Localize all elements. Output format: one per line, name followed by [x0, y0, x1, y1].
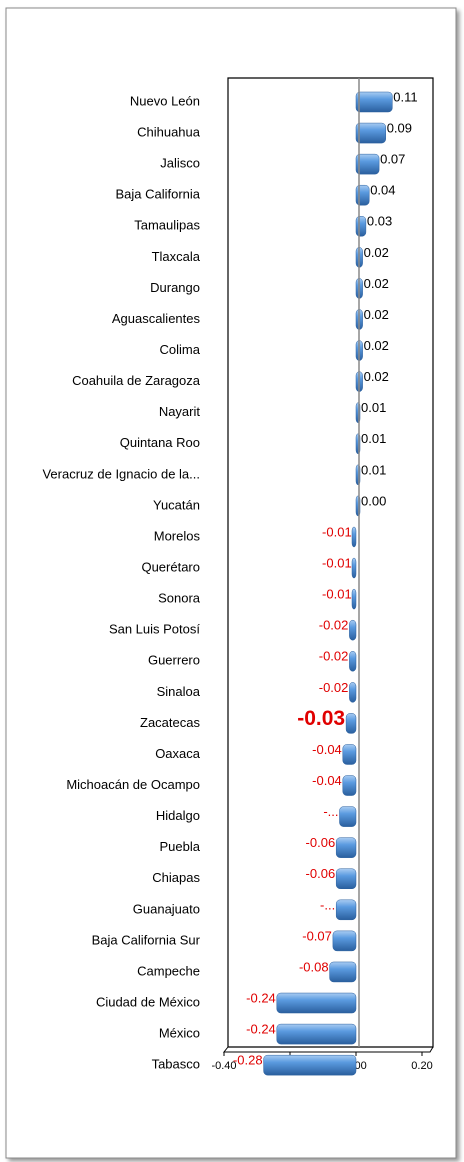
plot-box — [227, 77, 434, 1048]
bar — [342, 744, 357, 765]
bar — [335, 899, 357, 921]
category-label: Oaxaca — [155, 746, 201, 761]
value-label: -0.24 — [246, 990, 276, 1005]
x-tick-label: 0.20 — [411, 1060, 432, 1072]
value-label: -0.03 — [297, 707, 345, 730]
category-label: Hidalgo — [156, 808, 200, 823]
value-label: 0.02 — [364, 307, 389, 322]
category-label: Morelos — [154, 528, 201, 543]
value-label: 0.02 — [364, 245, 389, 260]
value-label: -0.02 — [319, 618, 349, 633]
bar — [355, 184, 370, 206]
bar — [349, 682, 357, 703]
bar — [355, 91, 393, 113]
bar — [276, 1023, 357, 1045]
bar — [263, 1054, 357, 1076]
category-label: Tamaulipas — [134, 218, 200, 233]
bar — [351, 557, 357, 579]
category-label: Quintana Roo — [120, 435, 200, 450]
value-label: -... — [323, 804, 338, 819]
plot-floor — [222, 1046, 434, 1053]
bar — [276, 992, 357, 1014]
value-label: -0.01 — [322, 587, 352, 602]
value-label: -0.24 — [246, 1022, 276, 1037]
value-label: 0.02 — [364, 338, 389, 353]
value-label: 0.11 — [393, 89, 417, 104]
value-label: -0.08 — [299, 959, 329, 974]
bar — [351, 588, 357, 610]
value-label: 0.07 — [380, 152, 405, 167]
value-label: 0.02 — [364, 369, 389, 384]
category-label: Durango — [150, 280, 200, 295]
value-label: -0.07 — [302, 928, 332, 943]
category-label: Puebla — [160, 839, 201, 854]
category-label: Tlaxcala — [152, 249, 201, 264]
value-label: -0.02 — [319, 680, 349, 695]
x-tick-label: -0.40 — [211, 1060, 236, 1072]
bar — [349, 619, 357, 641]
value-label: 0.04 — [370, 183, 395, 198]
bar — [335, 837, 357, 858]
category-label: Baja California Sur — [92, 932, 201, 947]
category-label: Querétaro — [141, 559, 200, 574]
value-label: -0.06 — [306, 866, 336, 881]
bar — [335, 868, 357, 889]
value-label: -0.01 — [322, 555, 352, 570]
value-label: 0.00 — [361, 493, 386, 508]
category-label: Coahuila de Zaragoza — [72, 373, 201, 388]
category-label: Michoacán de Ocampo — [66, 777, 200, 792]
category-label: México — [159, 1026, 200, 1041]
category-label: Yucatán — [153, 497, 200, 512]
value-label: -0.06 — [306, 835, 336, 850]
category-label: Aguascalientes — [112, 311, 201, 326]
bar — [332, 930, 357, 952]
category-label: San Luis Potosí — [109, 622, 200, 637]
category-label: Campeche — [137, 963, 200, 978]
category-label: Guerrero — [148, 653, 200, 668]
bar — [345, 713, 357, 734]
category-label: Jalisco — [160, 156, 200, 171]
category-label: Colima — [160, 342, 201, 357]
category-label: Sonora — [158, 591, 201, 606]
value-label: 0.02 — [364, 276, 389, 291]
category-label: Guanajuato — [133, 901, 200, 916]
category-label: Ciudad de México — [96, 994, 200, 1009]
frame — [5, 7, 457, 1159]
bar — [339, 806, 357, 827]
value-label: 0.01 — [361, 462, 386, 477]
value-label: 0.09 — [387, 121, 412, 136]
category-label: Nayarit — [159, 404, 201, 419]
value-label: -0.28 — [233, 1053, 263, 1068]
category-label: Zacatecas — [140, 715, 200, 730]
value-label: -0.02 — [319, 649, 349, 664]
category-label: Chiapas — [152, 870, 200, 885]
category-label: Baja California — [115, 187, 200, 202]
category-label: Nuevo León — [130, 93, 200, 108]
bar — [351, 526, 357, 548]
value-label: -0.01 — [322, 524, 352, 539]
value-label: 0.03 — [367, 214, 392, 229]
value-label: -0.04 — [312, 773, 342, 788]
value-label: -... — [320, 897, 335, 912]
bar — [342, 775, 357, 796]
value-label: -0.04 — [312, 742, 342, 757]
category-label: Sinaloa — [157, 684, 201, 699]
category-label: Tabasco — [152, 1057, 200, 1072]
bar — [355, 122, 386, 144]
category-label: Chihuahua — [137, 125, 201, 140]
bar — [329, 961, 357, 983]
value-label: 0.01 — [361, 431, 386, 446]
value-label: 0.01 — [361, 400, 386, 415]
bar — [349, 651, 357, 672]
category-label: Veracruz de Ignacio de la... — [42, 466, 200, 481]
bar — [355, 216, 367, 237]
bar — [355, 153, 380, 175]
